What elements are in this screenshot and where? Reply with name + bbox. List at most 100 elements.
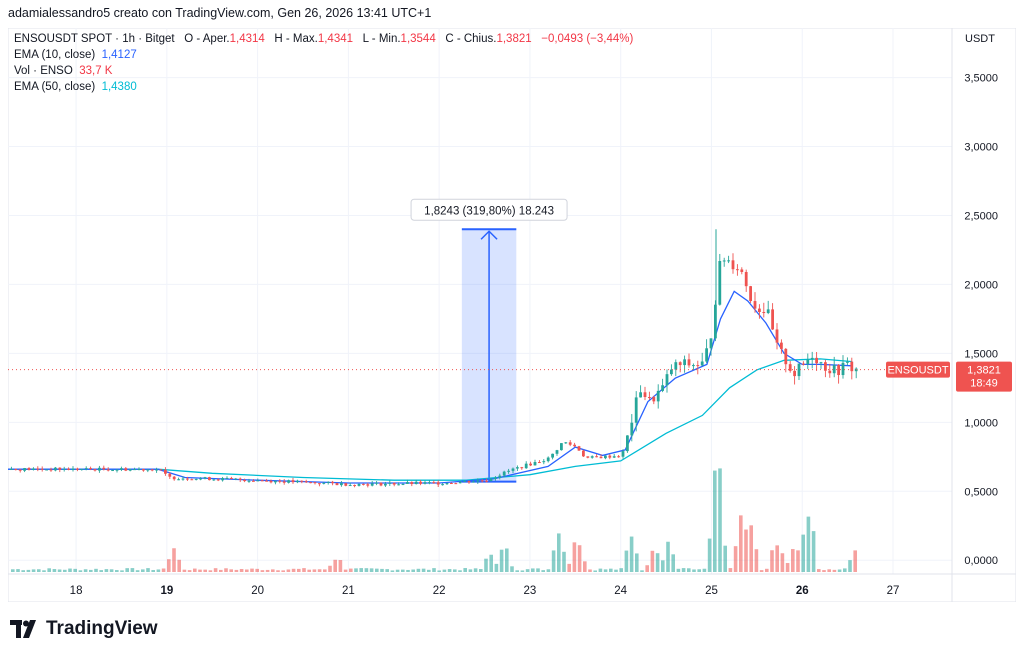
candle-body [375,482,378,484]
candle-body [80,468,84,470]
volume-bar [271,569,275,572]
symbol-line[interactable]: ENSOUSDT SPOT · 1h · Bitget [14,33,175,45]
x-tick-label: 20 [251,585,264,597]
volume-bar [557,533,561,572]
candle-body [40,468,44,470]
y-tick-label: 1,5000 [964,348,998,360]
legend-ema50-row[interactable]: EMA (50, close) 1,4380 [14,79,633,95]
candle-body [177,479,180,481]
candle-body [36,468,40,470]
candle-body [414,481,418,485]
candle-body [753,301,757,309]
candle-body [76,468,79,470]
candle-body [731,260,735,270]
candle-body [194,478,198,480]
candle-body [45,469,48,471]
candle-body [476,480,480,482]
volume-bar [624,550,629,572]
volume-bar [297,568,301,572]
candle-body [98,467,101,471]
candle-body [626,435,629,452]
ema50-label: EMA (50, close) [14,81,96,93]
tradingview-logo[interactable]: TradingView [10,618,158,640]
volume-bar [375,568,379,572]
candle-body [643,392,647,397]
volume-bar [723,545,727,572]
volume-bar [562,551,566,572]
candle-body [230,477,233,479]
volume-bar [317,569,322,572]
volume-bar [588,569,592,572]
candle-body [670,369,673,375]
candle-body [463,480,466,482]
volume-bar [640,570,644,572]
volume-bar [775,545,779,572]
volume-bar [770,550,774,572]
volume-bar [598,568,603,572]
currency-label: USDT [965,33,995,45]
candle-body [370,483,374,486]
candle-body [806,359,810,365]
volume-bar [655,553,660,572]
candle-body [287,480,290,483]
candle-body [828,370,832,374]
candle-body [595,456,598,458]
volume-bar [354,568,358,572]
volume-bar [702,568,707,572]
volume-bar [83,569,88,572]
volume-bar [245,569,249,572]
legend-volume-row[interactable]: Vol · ENSO 33,7 K [14,63,633,79]
candle-body [353,485,356,487]
candle-body [538,462,541,464]
volume-bar [167,559,171,572]
candle-body [410,482,414,485]
volume-bar [421,568,426,572]
candle-body [124,468,128,471]
volume-bar [333,559,337,572]
volume-bar [177,559,181,572]
candle-body [146,469,150,471]
candle-body [608,455,612,458]
candle-body [744,272,748,287]
y-tick-label: 1,0000 [964,417,998,429]
candle-body [164,469,167,474]
volume-bar [713,470,717,572]
volume-bar [11,569,15,572]
candle-body [212,479,216,481]
candle-body [705,348,708,362]
legend: ENSOUSDT SPOT · 1h · Bitget O - Aper.1,4… [14,31,633,95]
volume-bar [307,569,311,572]
volume-bar [385,569,389,572]
candle-body [740,269,744,273]
candle-body [784,348,788,365]
volume-bar [609,568,613,572]
volume-bar [791,549,795,572]
x-tick-label: 22 [433,585,446,597]
volume-bar [161,568,166,572]
candle-body [234,478,238,480]
volume-bar [21,570,25,572]
candle-body [62,468,66,470]
candle-body [700,361,704,366]
volume-bar [52,569,57,572]
candle-body [111,470,114,472]
volume-bar [276,570,280,572]
candle-body [318,483,321,485]
price-tag-timer: 18:49 [970,378,998,390]
legend-ema10-row[interactable]: EMA (10, close) 1,4127 [14,47,633,63]
volume-bar [47,568,51,572]
volume-bar [733,546,738,572]
candle-body [815,357,818,364]
volume-bar [328,565,332,572]
y-tick-label: 3,5000 [964,73,998,85]
candle-body [762,312,766,314]
candle-body [432,482,436,484]
candle-body [155,469,158,471]
candle-body [788,364,792,371]
price-chart[interactable]: 0,0000 0,5000 1,0000 1,5000 2,0000 2,5000 3,00… [7,27,1017,603]
candle-body [172,476,176,480]
candle-body [810,357,814,360]
volume-bar [442,569,447,572]
volume-bar [57,569,62,572]
volume-bar [853,550,857,572]
